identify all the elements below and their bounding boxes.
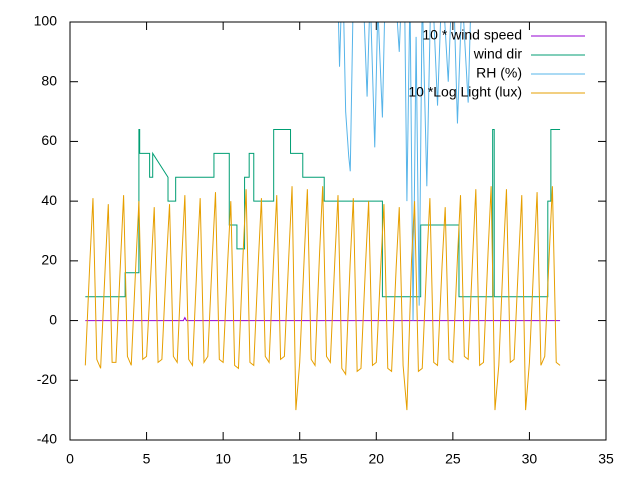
- y-tick-label: 40: [41, 192, 57, 208]
- x-tick-label: 25: [445, 451, 461, 467]
- plot-border: [69, 21, 607, 441]
- x-tick-label: 15: [292, 451, 308, 467]
- legend-label: 10 *Log Light (lux): [408, 84, 522, 100]
- y-tick-label: -20: [37, 371, 57, 387]
- x-tick-label: 30: [522, 451, 538, 467]
- y-tick-label: -40: [37, 431, 57, 447]
- y-tick-label: 0: [49, 311, 57, 327]
- y-tick-label: 80: [41, 72, 57, 88]
- x-tick-label: 35: [598, 451, 614, 467]
- x-tick-label: 10: [215, 451, 231, 467]
- series-line: [85, 128, 561, 298]
- y-tick-label: 60: [41, 132, 57, 148]
- series-line: [84, 186, 561, 411]
- y-tick-label: 100: [34, 13, 58, 29]
- series-line: [332, 22, 471, 321]
- plot-area: [84, 22, 561, 411]
- series-line: [85, 316, 561, 322]
- y-tick-label: 20: [41, 252, 57, 268]
- x-tick-label: 0: [66, 451, 74, 467]
- x-tick-label: 5: [143, 451, 151, 467]
- legend-label: 10 * wind speed: [422, 27, 522, 43]
- legend-label: RH (%): [476, 65, 522, 81]
- legend-label: wind dir: [473, 46, 523, 62]
- x-tick-label: 20: [368, 451, 384, 467]
